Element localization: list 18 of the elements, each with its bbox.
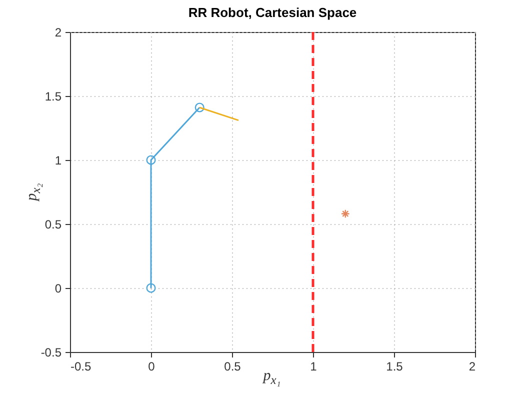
point — [146, 283, 156, 293]
point — [146, 155, 156, 165]
point — [194, 102, 204, 112]
y-tick-label: 1.5 — [44, 90, 62, 104]
x-tick-label: 1.5 — [386, 360, 404, 374]
y-tick-label: -0.5 — [40, 346, 62, 360]
x-tick-label: 0 — [148, 360, 156, 374]
x-axis-title: p$_{x₁}$ — [263, 368, 281, 388]
x-tick-label: 1 — [310, 360, 318, 374]
y-tick-label: 1 — [54, 154, 62, 168]
chart-title: RR Robot, Cartesian Space — [188, 5, 357, 20]
y-tick-label: 0.5 — [44, 218, 62, 232]
y-tick-label: 2 — [54, 26, 62, 40]
x-tick-label: -0.5 — [70, 360, 92, 374]
x-tick-label: 0.5 — [224, 360, 242, 374]
point — [340, 209, 350, 218]
x-tick-label: 2 — [468, 360, 476, 374]
y-tick-label: 0 — [54, 282, 62, 296]
